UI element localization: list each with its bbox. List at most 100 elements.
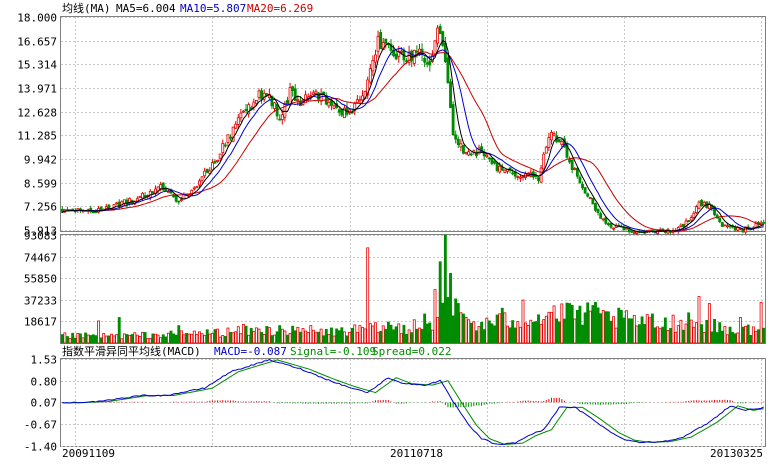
price-candle (221, 143, 225, 154)
price-candle (177, 200, 181, 203)
volume-bar (407, 329, 411, 344)
volume-bar (122, 333, 126, 344)
price-candle (91, 211, 95, 214)
volume-bar (164, 336, 168, 344)
macd-panel-title: 指数平滑异同平均线(MACD) (62, 344, 201, 358)
volume-bar (738, 317, 742, 344)
price-candle (397, 50, 401, 57)
y-tick-label: 7.256 (24, 201, 57, 214)
price-candle (314, 90, 318, 94)
volume-bar (663, 317, 667, 344)
price-candle (728, 225, 732, 228)
volume-bar (71, 332, 75, 344)
ma5-readout: MA5=6.004 (116, 2, 176, 15)
price-candle (151, 191, 155, 194)
price-candle (128, 198, 132, 204)
price-candle (376, 35, 380, 52)
volume-bar (399, 333, 403, 344)
price-candle (242, 110, 245, 113)
volume-bar (210, 333, 214, 344)
volume-bar (485, 317, 489, 344)
volume-bar (477, 326, 481, 344)
volume-bar (216, 328, 220, 344)
volume-bar (358, 325, 362, 344)
price-candle (630, 230, 634, 233)
price-candle (309, 95, 313, 97)
volume-bar (643, 324, 647, 344)
volume-bar (133, 332, 137, 344)
price-candle (115, 202, 119, 205)
volume-bar (348, 332, 352, 344)
price-candle (210, 162, 214, 171)
price-candle (591, 198, 595, 205)
y-tick-label: 18617 (24, 316, 57, 329)
volume-bar (692, 326, 696, 344)
volume-bar (342, 331, 346, 344)
volume-bar (278, 325, 282, 344)
y-tick-label: 37233 (24, 295, 57, 308)
volume-bar (443, 234, 447, 344)
price-candle (518, 176, 522, 179)
x-tick-label: 20091109 (62, 447, 115, 460)
volume-bar (198, 331, 201, 344)
volume-bar (76, 333, 80, 344)
volume-bar (606, 311, 610, 344)
volume-bar (570, 304, 574, 344)
volume-bar (327, 333, 331, 344)
volume-bar (128, 335, 132, 344)
volume-bar (521, 299, 525, 344)
price-candle (216, 159, 220, 162)
volume-bar (700, 324, 704, 344)
volume-bar (177, 325, 181, 344)
price-candle (467, 151, 471, 156)
volume-bar (392, 329, 396, 344)
price-candle (718, 217, 722, 223)
y-tick-label: 16.657 (17, 36, 57, 49)
volume-bar (490, 323, 494, 344)
price-candle (428, 60, 432, 66)
price-candle (161, 182, 165, 191)
price-candle (226, 134, 230, 143)
volume-bar (366, 247, 370, 344)
volume-bar (537, 314, 540, 344)
ma5-line (62, 40, 764, 233)
x-tick-label: 20130325 (710, 447, 763, 460)
volume-bar (418, 327, 421, 344)
price-candle (374, 54, 377, 63)
volume-bar (86, 334, 90, 344)
volume-bar (718, 322, 722, 344)
volume-bar (340, 327, 344, 344)
price-candle (135, 198, 139, 202)
volume-bar (500, 307, 504, 344)
volume-bar (249, 327, 253, 344)
volume-bar (565, 302, 569, 344)
volume-bar (710, 331, 714, 344)
price-candle (606, 223, 610, 226)
price-candle (697, 201, 701, 209)
price-candle (487, 157, 491, 160)
y-tick-label: 13.971 (17, 83, 57, 96)
y-tick-label: 5.913 (24, 225, 57, 238)
volume-bar (529, 319, 533, 344)
volume-bar (454, 298, 458, 344)
volume-bar (368, 323, 372, 344)
price-candle (604, 217, 608, 224)
price-candle (741, 228, 745, 233)
price-candle (441, 31, 445, 46)
volume-bar (441, 302, 445, 344)
price-candle (418, 48, 421, 55)
price-candle (573, 168, 577, 170)
volume-bar (469, 322, 473, 344)
volume-bar (192, 330, 196, 344)
volume-bar (296, 326, 300, 344)
price-candle (280, 114, 284, 120)
price-candle (239, 112, 243, 119)
volume-bar (656, 326, 660, 344)
price-candle (353, 103, 357, 112)
volume-bar (679, 319, 683, 344)
price-candle (205, 168, 209, 173)
price-candle (247, 104, 251, 115)
volume-bar (221, 335, 225, 344)
volume-bar (314, 332, 318, 344)
